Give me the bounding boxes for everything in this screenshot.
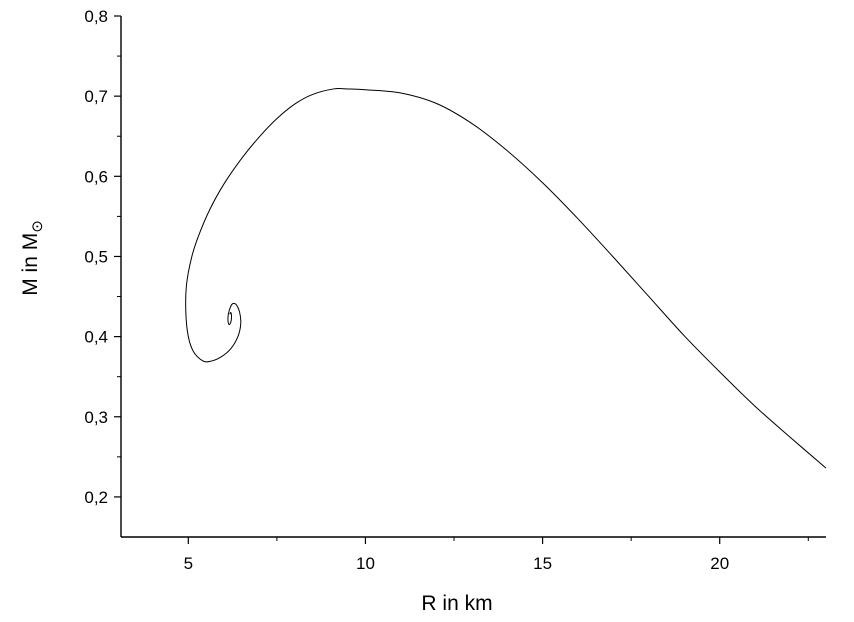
- y-tick-label: 0,3: [84, 408, 108, 427]
- ticks: [114, 15, 809, 544]
- x-tick-label: 10: [356, 554, 375, 573]
- x-axis-title: R in km: [421, 592, 492, 615]
- y-tick-label: 0,5: [84, 247, 108, 266]
- tick-labels: 5 10 15 20 0,2 0,3 0,4 0,5 0,6 0,7 0,8: [84, 7, 729, 573]
- x-tick-label: 20: [710, 554, 729, 573]
- x-tick-label: 15: [533, 554, 552, 573]
- y-tick-label: 0,7: [84, 87, 108, 106]
- y-tick-label: 0,2: [84, 488, 108, 507]
- y-tick-label: 0,4: [84, 328, 108, 347]
- y-axis-title: M in M⊙: [19, 220, 46, 296]
- y-tick-label: 0,6: [84, 167, 108, 186]
- y-tick-label: 0,8: [84, 7, 108, 26]
- y-axis-title-sub: ⊙: [29, 220, 46, 233]
- axes: [120, 16, 826, 538]
- series-line: [185, 87, 827, 469]
- y-axis-title-main: M in M: [19, 233, 42, 296]
- x-tick-label: 5: [184, 554, 193, 573]
